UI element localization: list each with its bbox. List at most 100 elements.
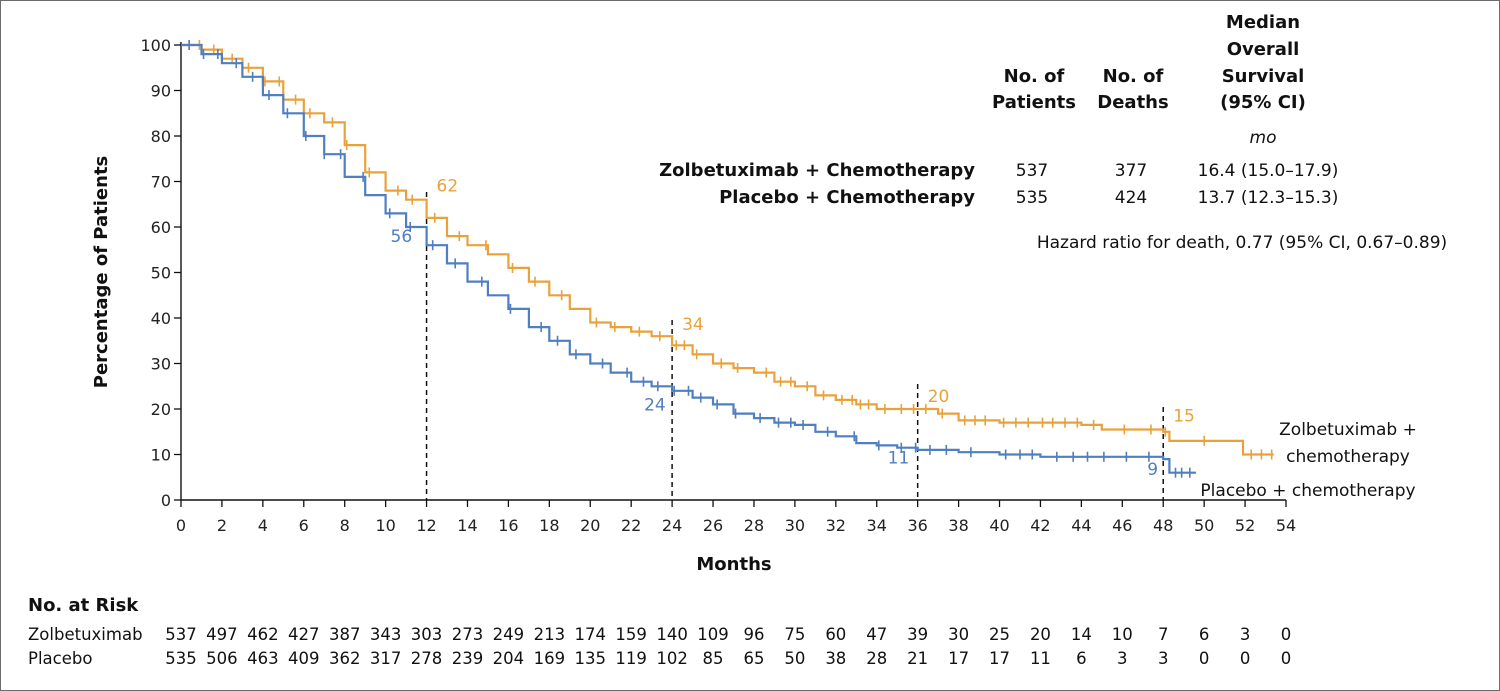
x-tick-label: 24: [662, 516, 682, 535]
at-risk-label-zolbetuximab: Zolbetuximab: [28, 625, 143, 644]
at-risk-value: 362: [329, 649, 361, 668]
x-tick-label: 10: [375, 516, 395, 535]
at-risk-label-placebo: Placebo: [28, 649, 92, 668]
at-risk-value: 3: [1158, 649, 1169, 668]
x-tick-label: 30: [785, 516, 805, 535]
summary-table: No. of Patients No. of Deaths Median Ove…: [659, 12, 1447, 253]
at-risk-value: 50: [784, 649, 805, 668]
at-risk-value: 17: [989, 649, 1010, 668]
at-risk-table: No. at Risk Zolbetuximab Placebo 537 497 4…: [28, 595, 1291, 668]
at-risk-value: 6: [1199, 625, 1210, 644]
at-risk-value: 0: [1281, 625, 1292, 644]
header-survival-line3: Survival: [1222, 66, 1305, 87]
x-tick-label: 16: [498, 516, 518, 535]
curve-zolbetuximab: [181, 43, 1274, 456]
row-placebo-group: Placebo + Chemotherapy: [719, 187, 975, 208]
x-tick-label: 0: [176, 516, 186, 535]
y-tick-label: 10: [151, 446, 171, 465]
at-risk-value: 135: [575, 649, 607, 668]
y-tick-label: 40: [151, 309, 171, 328]
at-risk-value: 278: [411, 649, 443, 668]
x-tick-label: 6: [299, 516, 309, 535]
at-risk-value: 75: [784, 625, 805, 644]
at-risk-value: 60: [825, 625, 846, 644]
at-risk-value: 140: [656, 625, 688, 644]
x-tick-label: 50: [1194, 516, 1214, 535]
y-tick-label: 80: [151, 127, 171, 146]
x-tick-label: 18: [539, 516, 559, 535]
at-risk-value: 28: [866, 649, 887, 668]
x-tick-label: 12: [416, 516, 436, 535]
y-tick-label: 90: [151, 82, 171, 101]
x-tick-label: 42: [1030, 516, 1050, 535]
x-tick-label: 2: [217, 516, 227, 535]
at-risk-value: 38: [825, 649, 846, 668]
y-tick-label: 20: [151, 400, 171, 419]
x-tick-label: 38: [948, 516, 968, 535]
row-zolbetuximab-deaths: 377: [1115, 161, 1147, 181]
at-risk-value: 102: [656, 649, 688, 668]
x-tick-label: 8: [340, 516, 350, 535]
survival-rate-label: 34: [682, 315, 704, 335]
header-patients-line1: No. of: [1004, 66, 1065, 87]
survival-rate-label: 56: [391, 227, 413, 247]
at-risk-value: 239: [452, 649, 484, 668]
at-risk-value: 273: [452, 625, 484, 644]
at-risk-value: 20: [1030, 625, 1051, 644]
x-tick-label: 4: [258, 516, 268, 535]
header-patients-line2: Patients: [992, 92, 1076, 113]
row-zolbetuximab-patients: 537: [1016, 161, 1048, 181]
at-risk-value: 109: [697, 625, 729, 644]
survival-rate-label: 62: [437, 177, 459, 197]
at-risk-value: 47: [866, 625, 887, 644]
at-risk-value: 17: [948, 649, 969, 668]
at-risk-value: 537: [165, 625, 197, 644]
header-survival-line1: Median: [1226, 12, 1300, 33]
series-label: Zolbetuximab +: [1279, 420, 1417, 440]
at-risk-title: No. at Risk: [28, 595, 139, 616]
row-placebo-patients: 535: [1016, 188, 1048, 208]
y-axis-title: Percentage of Patients: [91, 156, 112, 389]
x-tick-label: 28: [744, 516, 764, 535]
at-risk-value: 3: [1117, 649, 1128, 668]
at-risk-value: 303: [411, 625, 443, 644]
series-label: Placebo + chemotherapy: [1200, 481, 1415, 501]
series-label: chemotherapy: [1286, 447, 1410, 467]
at-risk-value: 204: [493, 649, 525, 668]
x-tick-label: 20: [580, 516, 600, 535]
at-risk-value: 174: [575, 625, 607, 644]
at-risk-values: 537 497 462 427 387 343 303 273 249 213 174 159 140 1…: [165, 625, 1291, 668]
at-risk-value: 25: [989, 625, 1010, 644]
row-placebo-median: 13.7 (12.3–15.3): [1198, 188, 1339, 208]
header-deaths-line2: Deaths: [1097, 92, 1168, 113]
at-risk-value: 535: [165, 649, 197, 668]
at-risk-value: 409: [288, 649, 320, 668]
header-survival-line4: (95% CI): [1220, 92, 1306, 113]
at-risk-value: 10: [1112, 625, 1133, 644]
y-tick-label: 50: [151, 264, 171, 283]
survival-rate-label: 15: [1173, 406, 1195, 426]
at-risk-value: 463: [247, 649, 279, 668]
survival-rate-label: 11: [888, 449, 910, 469]
header-unit: mo: [1250, 128, 1277, 148]
hazard-ratio-text: Hazard ratio for death, 0.77 (95% CI, 0.…: [1037, 233, 1447, 253]
x-tick-label: 22: [621, 516, 641, 535]
y-tick-label: 0: [161, 491, 171, 510]
x-tick-label: 14: [457, 516, 477, 535]
at-risk-value: 159: [615, 625, 647, 644]
at-risk-value: 497: [206, 625, 238, 644]
at-risk-value: 249: [493, 625, 525, 644]
x-tick-label: 48: [1153, 516, 1173, 535]
at-risk-value: 65: [743, 649, 764, 668]
row-zolbetuximab-median: 16.4 (15.0–17.9): [1198, 161, 1339, 181]
at-risk-value: 169: [534, 649, 566, 668]
at-risk-value: 7: [1158, 625, 1169, 644]
y-tick-label: 100: [140, 36, 171, 55]
at-risk-value: 0: [1199, 649, 1210, 668]
x-tick-label: 44: [1071, 516, 1091, 535]
at-risk-value: 462: [247, 625, 279, 644]
header-survival-line2: Overall: [1227, 39, 1300, 60]
at-risk-value: 14: [1071, 625, 1092, 644]
